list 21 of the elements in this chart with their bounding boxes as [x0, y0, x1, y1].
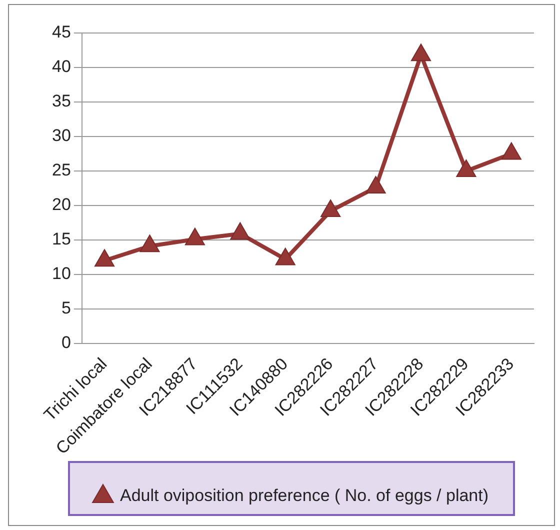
point — [501, 142, 522, 160]
point — [456, 159, 476, 177]
y-tick-label: 40 — [52, 57, 71, 76]
point — [94, 249, 115, 267]
point — [184, 228, 205, 246]
point — [140, 234, 160, 252]
point — [366, 176, 386, 194]
y-tick-label: 15 — [52, 230, 71, 249]
y-tick-label: 10 — [52, 264, 71, 284]
legend-label: Adult oviposition preference ( No. of eggs / plant) — [120, 486, 489, 506]
point — [275, 248, 296, 266]
y-tick-label: 5 — [61, 298, 71, 318]
y-tick-label: 45 — [52, 22, 71, 42]
point — [230, 222, 250, 240]
y-tick-label: 35 — [52, 92, 71, 111]
point — [320, 199, 341, 217]
y-tick-label: 25 — [52, 160, 71, 180]
y-tick-label: 30 — [52, 126, 71, 146]
y-tick-label: 20 — [52, 195, 71, 214]
y-tick-label: 0 — [61, 333, 71, 352]
point — [410, 44, 432, 62]
